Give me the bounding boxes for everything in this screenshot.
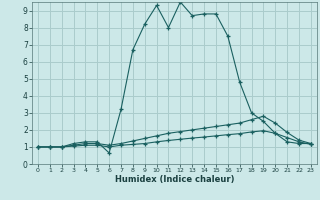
X-axis label: Humidex (Indice chaleur): Humidex (Indice chaleur) [115,175,234,184]
